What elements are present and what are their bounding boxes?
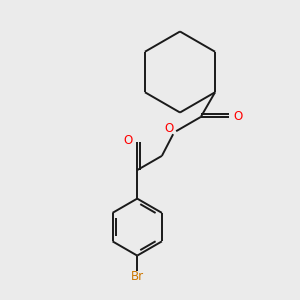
Text: O: O (124, 134, 133, 147)
Text: O: O (234, 110, 243, 123)
Text: O: O (164, 122, 173, 135)
Text: Br: Br (130, 270, 144, 283)
